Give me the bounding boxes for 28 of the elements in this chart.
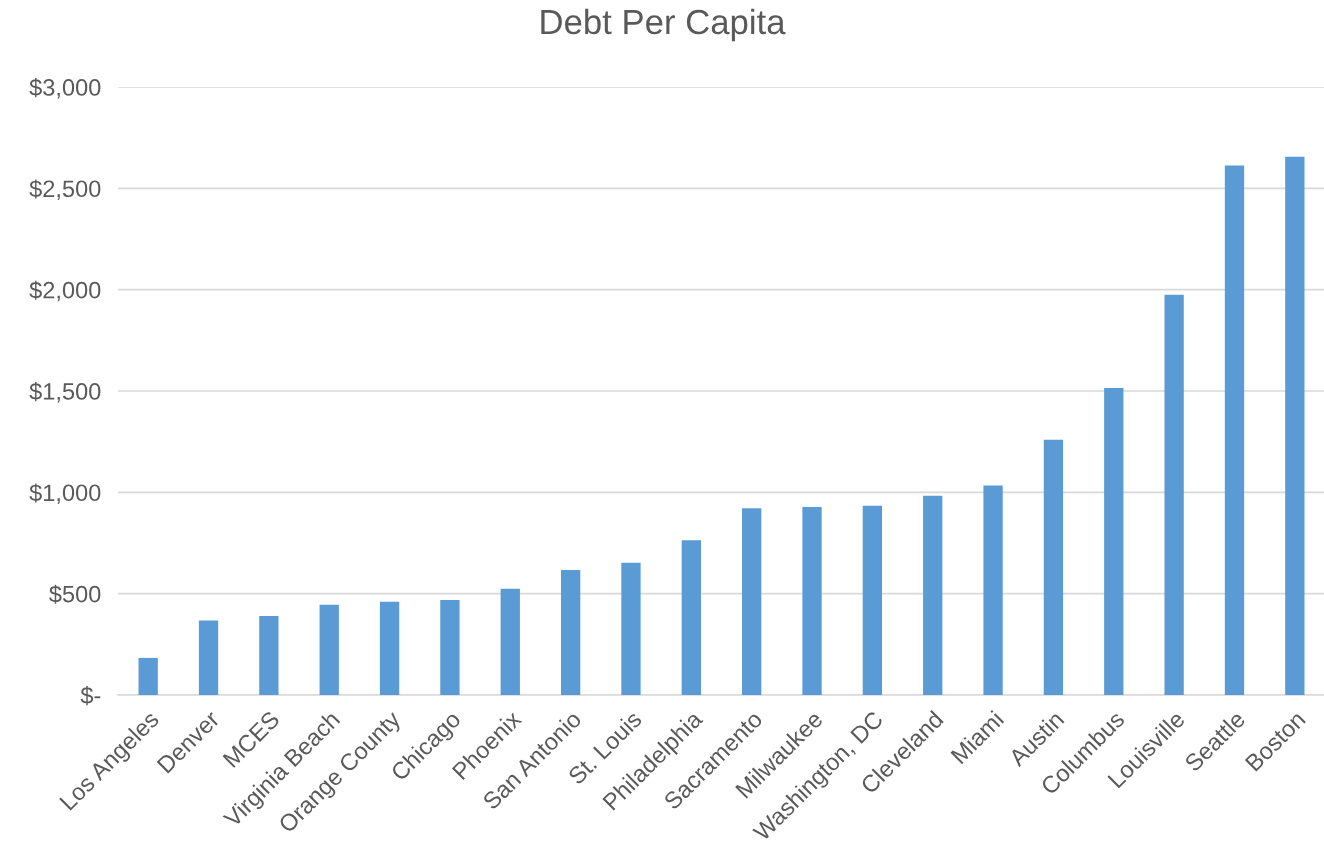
y-tick-label: $3,000 xyxy=(29,78,101,99)
bar xyxy=(681,540,701,695)
bar xyxy=(1224,165,1245,695)
bar xyxy=(319,604,339,695)
bar xyxy=(560,569,581,695)
y-tick-label: $1,000 xyxy=(29,483,101,504)
y-tick-label: $500 xyxy=(49,584,101,604)
bar xyxy=(1164,294,1184,695)
bar xyxy=(1104,387,1124,695)
y-tick-label: $- xyxy=(80,686,101,706)
bar xyxy=(923,495,943,695)
bar xyxy=(379,601,400,695)
chart-title: Debt Per Capita xyxy=(541,8,786,42)
bar xyxy=(802,506,822,695)
bar xyxy=(983,485,1003,695)
bar xyxy=(862,505,883,695)
bar xyxy=(259,615,279,695)
bar xyxy=(742,508,762,695)
bar xyxy=(621,562,641,695)
y-tick-label: $2,500 xyxy=(29,179,101,200)
bar xyxy=(198,620,219,695)
bar xyxy=(500,588,520,695)
bar xyxy=(1043,439,1064,695)
y-tick-label: $2,000 xyxy=(29,280,101,302)
y-tick-label: $1,500 xyxy=(29,382,101,403)
bar xyxy=(138,657,158,695)
bar xyxy=(1285,156,1305,695)
bar xyxy=(440,599,460,695)
